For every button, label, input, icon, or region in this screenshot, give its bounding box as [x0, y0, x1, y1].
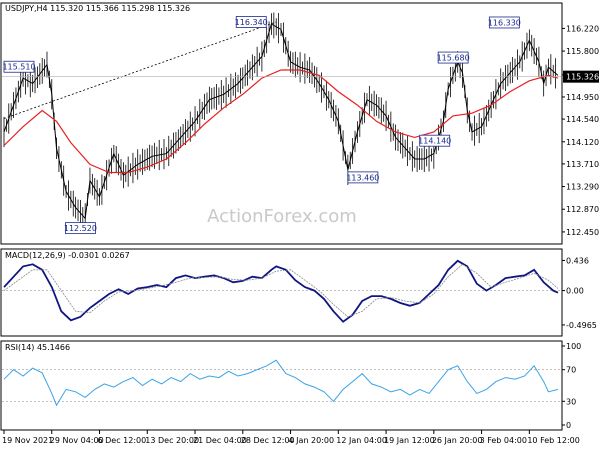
price-pane-title: USDJPY,H4 115.320 115.366 115.298 115.32…	[5, 4, 190, 13]
current-price-marker: 115.326	[2, 70, 599, 83]
price-y-tick-label: 115.800	[566, 47, 599, 56]
rsi-y-tick-label: 30	[566, 397, 576, 406]
time-tick-label: 10 Feb 12:00	[527, 436, 579, 445]
time-tick-label: 4 Jan 20:00	[289, 436, 335, 445]
price-annotation-box	[419, 134, 451, 147]
rsi-plot	[2, 359, 561, 407]
macd-y-tick-label: 0.436	[566, 256, 589, 265]
price-annotation-box	[65, 222, 96, 235]
price-plot	[3, 12, 559, 234]
current-price-box	[563, 70, 599, 83]
price-annotation-label: 116.330	[488, 18, 521, 27]
time-tick-label: 13 Dec 20:00	[145, 436, 199, 445]
rsi-y-tick-label: 100	[566, 342, 581, 351]
macd-plot	[2, 259, 561, 323]
rsi-y-tick-label: 70	[566, 366, 576, 375]
price-annotation-box	[488, 16, 520, 29]
time-tick-label: 29 Nov 04:00	[50, 436, 104, 445]
price-pane-frame	[0, 2, 563, 245]
rsi-line	[3, 359, 559, 407]
time-tick-label: 19 Nov 2021	[2, 436, 53, 445]
price-y-tick-label: 114.540	[566, 115, 599, 124]
rsi-y-tick-label: 0	[566, 421, 571, 430]
rsi-pane-frame	[0, 340, 563, 431]
price-annotation-label: 113.460	[346, 173, 379, 182]
price-annotation-box	[3, 60, 35, 73]
macd-line	[3, 259, 559, 323]
macd-pane-frame	[0, 248, 563, 337]
rsi-pane-title: RSI(14) 45.1466	[5, 343, 70, 352]
watermark: ActionForex.com	[207, 206, 357, 227]
price-y-tick-label: 112.450	[566, 228, 599, 237]
time-tick-label: 28 Dec 12:00	[241, 436, 295, 445]
price-annotation-box	[347, 171, 379, 184]
trendline	[3, 21, 277, 119]
macd-y-tick-label: -0.4965	[566, 321, 597, 330]
price-annotation-label: 116.340	[235, 18, 268, 27]
price-annotation-box	[235, 16, 267, 28]
time-tick-label: 6 Dec 12:00	[98, 436, 147, 445]
macd-y-axis: 0.436 0.00 -0.4965	[562, 256, 597, 330]
price-y-tick-label: 114.120	[566, 138, 599, 147]
rsi-pane: RSI(14) 45.1466 100 70 30 0	[0, 340, 581, 431]
price-annotation-label: 114.140	[418, 137, 451, 146]
price-pane: ActionForex.com USDJPY,H4 115.320 115.36…	[0, 2, 599, 245]
moving-average-line	[3, 69, 559, 174]
price-annotation-label: 112.520	[64, 224, 97, 233]
time-tick-label: 26 Jan 20:00	[432, 436, 483, 445]
macd-signal-line	[3, 263, 559, 318]
macd-pane: MACD(12,26,9) -0.0301 0.0267 0.436 0.00 -0…	[0, 248, 597, 337]
price-y-tick-label: 113.710	[566, 160, 599, 169]
price-y-tick-label: 112.870	[566, 205, 599, 214]
price-annotations: 115.510 116.340 112.520 115.680 116.330 114.1…	[2, 16, 521, 235]
price-y-tick-label: 116.220	[566, 24, 599, 33]
rsi-y-axis: 100 70 30 0	[562, 342, 581, 430]
macd-pane-title: MACD(12,26,9) -0.0301 0.0267	[5, 251, 130, 260]
time-tick-label: 3 Feb 04:00	[480, 436, 527, 445]
price-y-tick-label: 113.290	[566, 183, 599, 192]
current-price-label: 115.326	[566, 73, 599, 82]
price-y-tick-label: 114.950	[566, 93, 599, 102]
price-annotation-box	[437, 51, 469, 64]
time-tick-label: 21 Dec 04:00	[193, 436, 247, 445]
macd-y-tick-label: 0.00	[566, 287, 584, 296]
price-annotation-label: 115.510	[2, 63, 35, 72]
price-annotation-label: 115.680	[437, 54, 470, 63]
time-tick-label: 19 Jan 12:00	[384, 436, 435, 445]
time-tick-label: 12 Jan 04:00	[336, 436, 387, 445]
